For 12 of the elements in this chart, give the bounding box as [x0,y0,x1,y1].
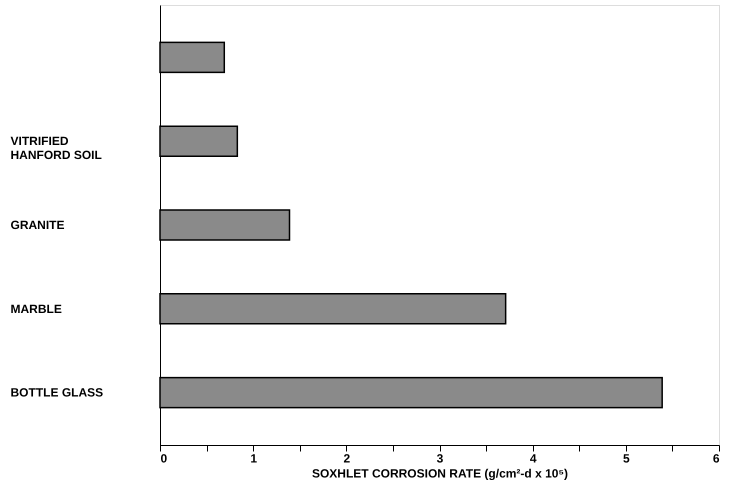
x-tick-label: 0 [160,452,168,466]
y-tick-label: BOTTLE GLASS [10,386,104,400]
y-tick-label: GRANITE [10,218,64,232]
x-tick-label: 1 [250,452,258,466]
x-tick-label: 6 [712,452,720,466]
x-tick-label: 4 [530,452,537,466]
y-tick-label: VITRIFIED HANFORD SOIL [10,134,102,162]
x-tick-label: 2 [343,452,350,466]
x-tick-label: 3 [436,452,444,466]
x-tick-label: 5 [622,452,630,466]
y-tick-label: MARBLE [10,302,62,316]
x-axis-title: SOXHLET CORROSION RATE (g/cm²-d x 10⁵) [312,466,568,480]
